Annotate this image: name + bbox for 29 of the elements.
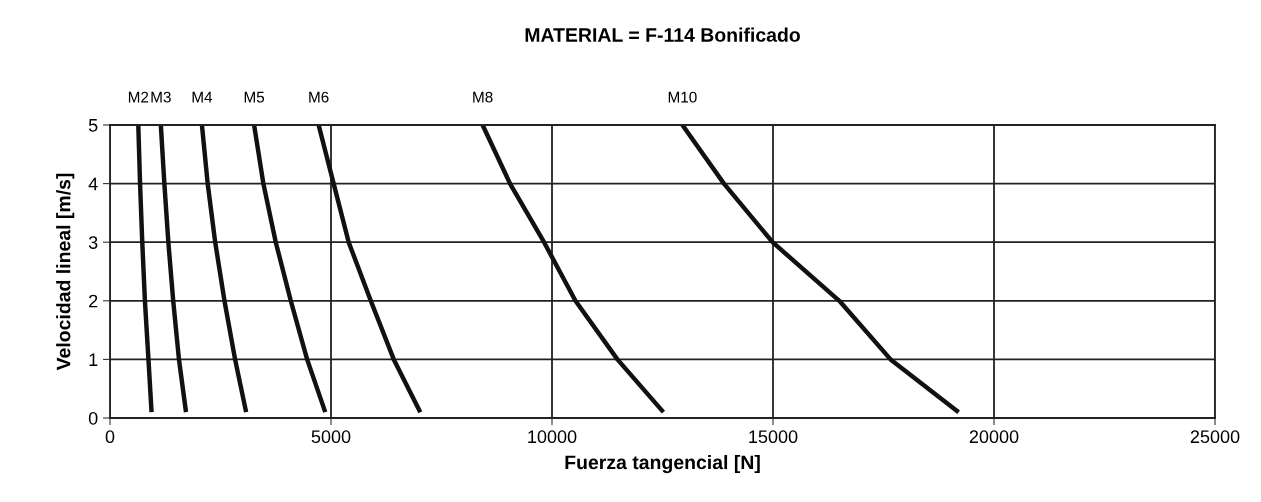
line-series bbox=[316, 125, 423, 415]
line-series bbox=[158, 125, 189, 415]
x-tick-label: 10000 bbox=[528, 430, 577, 444]
chart-title: MATERIAL = F-114 Bonificado bbox=[525, 27, 800, 42]
series-label: M2 bbox=[128, 91, 149, 103]
y-tick-label: 0 bbox=[88, 411, 98, 425]
x-tick-label: 25000 bbox=[1190, 430, 1240, 444]
y-tick-label: 1 bbox=[89, 353, 98, 366]
x-tick-label: 15000 bbox=[749, 430, 798, 444]
y-tick-label: 3 bbox=[88, 236, 98, 249]
y-tick-label: 4 bbox=[88, 177, 98, 191]
y-tick-label: 5 bbox=[88, 119, 98, 132]
series-label: M5 bbox=[244, 91, 265, 103]
series-label: M3 bbox=[151, 91, 171, 103]
series-label: M6 bbox=[309, 91, 329, 103]
line-series bbox=[680, 125, 961, 415]
line-series bbox=[199, 125, 249, 415]
y-tick-label: 2 bbox=[89, 294, 98, 308]
x-tick-label: 0 bbox=[105, 430, 115, 444]
line-series bbox=[480, 125, 666, 415]
x-tick-label: 5000 bbox=[311, 430, 351, 444]
series-label: M8 bbox=[473, 91, 493, 103]
x-tick-label: 20000 bbox=[969, 430, 1019, 444]
y-axis-title: Velocidad lineal [m/s] bbox=[56, 173, 75, 371]
line-series bbox=[251, 125, 328, 415]
series-label: M10 bbox=[668, 91, 697, 103]
x-axis-title: Fuerza tangencial [N] bbox=[565, 454, 760, 474]
series-label: M4 bbox=[192, 91, 213, 103]
line-series bbox=[136, 125, 154, 415]
